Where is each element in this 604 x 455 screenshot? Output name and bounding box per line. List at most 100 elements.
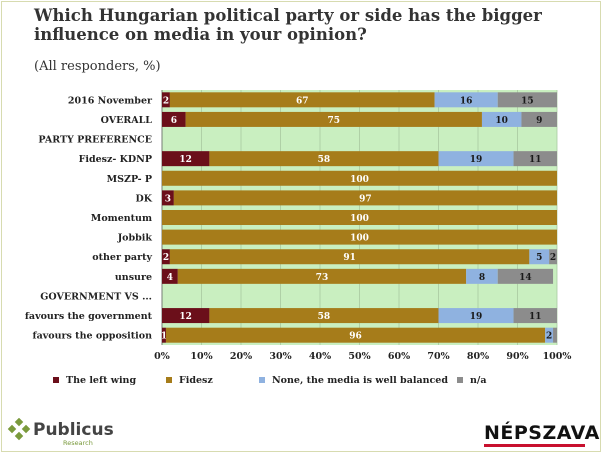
x-tick-label: 20%: [230, 351, 252, 362]
data-label: 4: [167, 273, 173, 283]
bar-segment: [209, 308, 439, 324]
data-label: 67: [296, 96, 309, 106]
bar-segment: [438, 308, 514, 324]
x-tick-label: 80%: [467, 351, 489, 362]
bar-segment: [162, 308, 210, 324]
category-label: DK: [136, 193, 153, 204]
category-label: OVERALL: [101, 115, 153, 126]
category-label: MSZP- P: [107, 174, 152, 185]
data-label: 2: [546, 332, 552, 342]
data-label: 2: [550, 253, 556, 263]
x-tick-label: 10%: [190, 351, 212, 362]
x-tick-label: 60%: [388, 351, 410, 362]
bar-segment: [162, 210, 557, 225]
bar-segment: [185, 111, 482, 127]
category-label: 2016 November: [68, 95, 153, 106]
legend-swatch: [166, 377, 172, 383]
category-label: unsure: [115, 272, 152, 283]
data-label: 91: [343, 253, 356, 263]
chart-title: Which Hungarian political party or side …: [34, 6, 542, 44]
bar-segment: [513, 151, 557, 167]
x-tick-label: 40%: [309, 351, 331, 362]
bar-segment: [209, 151, 439, 167]
data-label: 96: [349, 332, 362, 342]
bar-segment: [529, 249, 550, 265]
data-label: 12: [179, 155, 192, 165]
legend-swatch: [259, 377, 265, 383]
bar-segment: [169, 249, 530, 265]
data-label: 8: [479, 273, 485, 283]
chart-subtitle: (All responders, %): [34, 59, 161, 74]
legend-swatch: [53, 377, 59, 383]
category-label: Momentum: [91, 213, 152, 224]
data-label: 2: [163, 253, 169, 263]
data-label: 10: [495, 116, 508, 126]
data-label: 16: [460, 96, 473, 106]
data-label: 3: [165, 194, 171, 204]
bar-segment: [513, 308, 557, 324]
bar-segment: [169, 92, 435, 108]
publicus-diamond-icon: [7, 418, 31, 441]
data-label: 11: [529, 312, 542, 322]
nepszava-logo-rule: [484, 444, 585, 447]
x-tick-label: 0%: [154, 351, 170, 362]
bar-segment: [162, 327, 166, 343]
bar-segment: [549, 249, 557, 265]
category-label: other party: [92, 252, 152, 263]
bar-segment: [497, 268, 554, 284]
data-label: 100: [350, 214, 369, 224]
bar-segment: [466, 268, 498, 284]
data-label: 73: [316, 273, 329, 283]
bar-segment: [545, 327, 554, 343]
legend-label: Fidesz: [179, 375, 213, 386]
data-label: 97: [359, 194, 372, 204]
bar-segment: [165, 327, 546, 343]
data-label: 75: [328, 116, 341, 126]
legend-label: The left wing: [66, 375, 136, 386]
bar-segment: [438, 151, 514, 167]
data-label: 58: [318, 155, 331, 165]
category-label: GOVERNMENT VS ...: [40, 291, 152, 302]
data-label: 5: [536, 253, 542, 263]
bar-segment: [173, 190, 557, 206]
bar-segment: [162, 190, 174, 206]
bar-segment: [521, 111, 557, 127]
publicus-logo: Publicus Research: [7, 418, 114, 447]
data-label: 19: [470, 312, 483, 322]
bar-segment: [162, 229, 557, 245]
bar-segment: [162, 111, 186, 127]
x-tick-label: 90%: [506, 351, 528, 362]
data-label: 15: [521, 96, 534, 106]
category-label: Fidesz- KDNP: [79, 154, 152, 165]
category-label: PARTY PREFERENCE: [38, 135, 152, 146]
data-label: 100: [350, 175, 369, 185]
publicus-logo-subtext: Research: [63, 439, 93, 447]
data-label: 2: [163, 96, 169, 106]
data-label: 1: [161, 332, 167, 342]
legend-label: n/a: [470, 375, 487, 386]
category-label: favours the government: [25, 311, 153, 322]
category-label: favours the opposition: [33, 331, 153, 342]
category-label: Jobbik: [117, 233, 153, 244]
bar-segment: [162, 170, 557, 186]
legend-swatch: [457, 377, 463, 383]
legend-label: None, the media is well balanced: [272, 375, 448, 386]
data-label: 6: [171, 116, 177, 126]
bar-segment: [162, 249, 170, 265]
x-tick-label: 70%: [427, 351, 449, 362]
data-label: 9: [536, 116, 542, 126]
data-label: 58: [318, 312, 331, 322]
data-label: 100: [350, 234, 369, 244]
bar-segment: [177, 268, 467, 284]
data-label: 11: [529, 155, 542, 165]
nepszava-logo: NÉPSZAVA: [484, 422, 600, 444]
data-label: 12: [179, 312, 192, 322]
bar-segment: [434, 92, 498, 108]
data-label: 14: [519, 273, 532, 283]
data-label: 19: [470, 155, 483, 165]
publicus-logo-text: Publicus: [33, 420, 114, 440]
bar-segment: [497, 92, 557, 108]
bar-segment: [553, 327, 557, 343]
bar-segment: [162, 92, 170, 108]
